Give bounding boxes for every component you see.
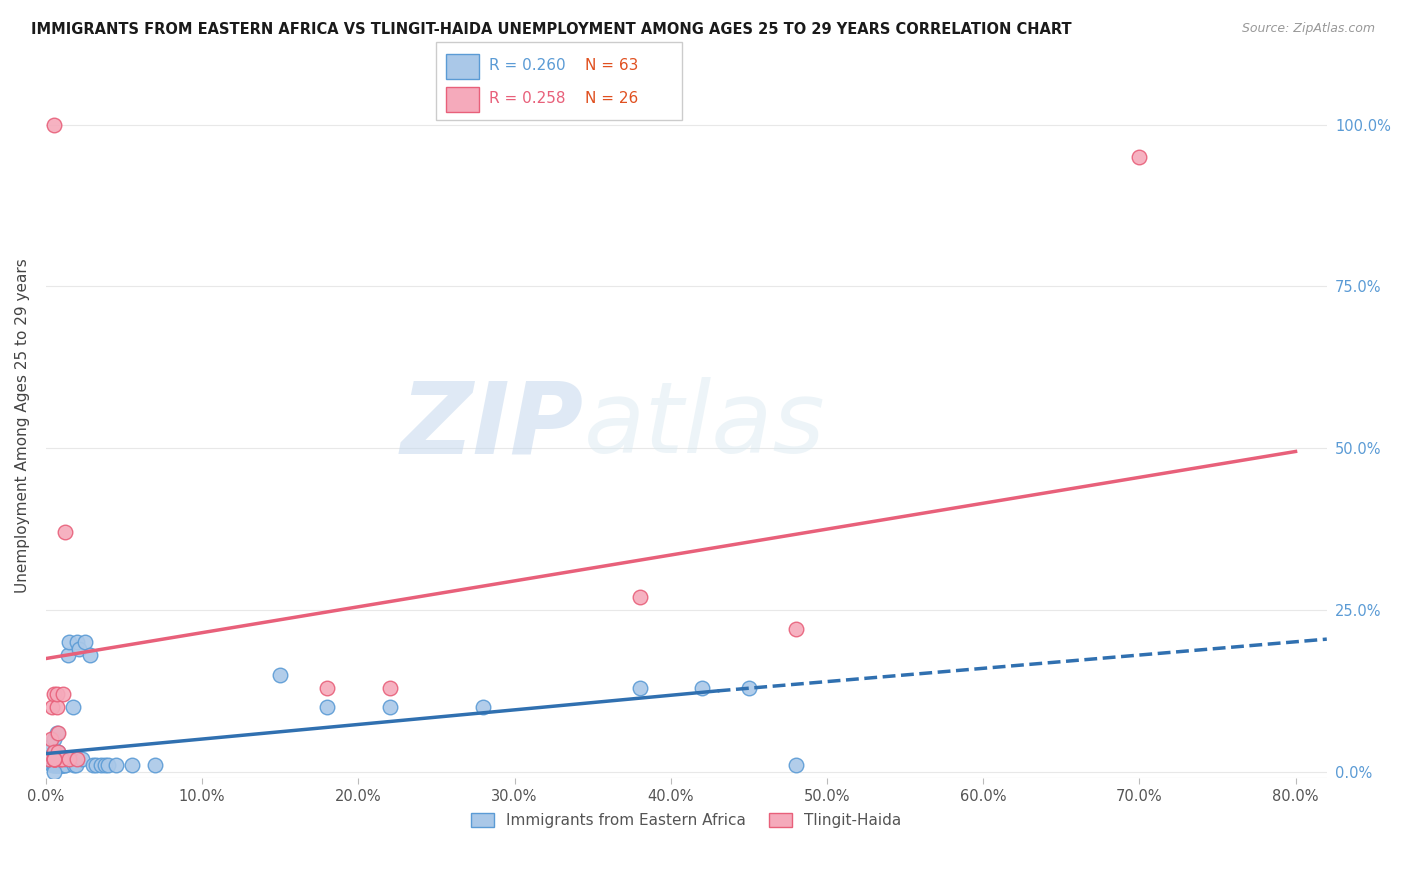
- Point: [49, 752, 72, 766]
- Point: [39, 739, 62, 753]
- Point: [51, 758, 73, 772]
- Point: [45, 752, 67, 766]
- Point: [56, 648, 79, 663]
- Point: [53, 758, 76, 772]
- Point: [1128, 150, 1150, 164]
- Point: [51, 758, 73, 772]
- Point: [42, 745, 65, 759]
- Point: [51, 752, 73, 766]
- Text: IMMIGRANTS FROM EASTERN AFRICA VS TLINGIT-HAIDA UNEMPLOYMENT AMONG AGES 25 TO 29: IMMIGRANTS FROM EASTERN AFRICA VS TLINGI…: [31, 22, 1071, 37]
- Point: [67, 641, 90, 656]
- Point: [82, 758, 104, 772]
- Point: [378, 681, 401, 695]
- Point: [45, 758, 67, 772]
- Point: [38, 752, 60, 766]
- Point: [48, 745, 70, 759]
- Point: [49, 758, 72, 772]
- Point: [45, 758, 67, 772]
- Point: [94, 758, 117, 772]
- Point: [41, 700, 63, 714]
- Point: [49, 758, 72, 772]
- Text: R = 0.260: R = 0.260: [489, 58, 565, 73]
- Point: [51, 752, 73, 766]
- Point: [49, 752, 72, 766]
- Point: [66, 635, 89, 649]
- Point: [79, 648, 101, 663]
- Point: [269, 667, 291, 681]
- Point: [53, 525, 76, 540]
- Point: [42, 752, 65, 766]
- Point: [42, 764, 65, 779]
- Text: atlas: atlas: [583, 377, 825, 475]
- Text: N = 26: N = 26: [585, 91, 638, 106]
- Y-axis label: Unemployment Among Ages 25 to 29 years: Unemployment Among Ages 25 to 29 years: [15, 258, 30, 593]
- Point: [45, 687, 67, 701]
- Point: [48, 745, 70, 759]
- Point: [39, 732, 62, 747]
- Point: [44, 752, 66, 766]
- Point: [44, 752, 66, 766]
- Point: [316, 681, 339, 695]
- Point: [44, 745, 66, 759]
- Point: [42, 758, 65, 772]
- Point: [42, 732, 65, 747]
- Point: [49, 758, 72, 772]
- Point: [97, 758, 120, 772]
- Point: [628, 590, 651, 604]
- Point: [105, 758, 128, 772]
- Text: N = 63: N = 63: [585, 58, 638, 73]
- Point: [66, 752, 89, 766]
- Point: [41, 752, 63, 766]
- Point: [90, 758, 112, 772]
- Point: [48, 752, 70, 766]
- Point: [52, 758, 75, 772]
- Point: [378, 700, 401, 714]
- Point: [628, 681, 651, 695]
- Point: [59, 752, 82, 766]
- Point: [53, 758, 76, 772]
- Point: [42, 752, 65, 766]
- Point: [44, 752, 66, 766]
- Point: [45, 700, 67, 714]
- Point: [42, 752, 65, 766]
- Point: [65, 758, 87, 772]
- Point: [45, 758, 67, 772]
- Text: ZIP: ZIP: [401, 377, 583, 475]
- Point: [42, 687, 65, 701]
- Point: [42, 758, 65, 772]
- Point: [48, 758, 70, 772]
- Point: [49, 752, 72, 766]
- Point: [58, 752, 80, 766]
- Point: [44, 758, 66, 772]
- Point: [51, 758, 73, 772]
- Point: [42, 752, 65, 766]
- Point: [63, 758, 86, 772]
- Point: [45, 726, 67, 740]
- Point: [690, 681, 713, 695]
- Point: [73, 635, 96, 649]
- Point: [84, 758, 107, 772]
- Text: R = 0.258: R = 0.258: [489, 91, 565, 106]
- Point: [121, 758, 143, 772]
- Point: [41, 758, 63, 772]
- Point: [38, 752, 60, 766]
- Point: [48, 726, 70, 740]
- Text: Source: ZipAtlas.com: Source: ZipAtlas.com: [1241, 22, 1375, 36]
- Point: [55, 752, 77, 766]
- Point: [785, 758, 807, 772]
- Point: [785, 623, 807, 637]
- Point: [738, 681, 761, 695]
- Point: [52, 752, 75, 766]
- Point: [143, 758, 166, 772]
- Point: [42, 745, 65, 759]
- Point: [62, 700, 84, 714]
- Point: [52, 687, 75, 701]
- Point: [48, 752, 70, 766]
- Legend: Immigrants from Eastern Africa, Tlingit-Haida: Immigrants from Eastern Africa, Tlingit-…: [465, 806, 908, 834]
- Point: [42, 118, 65, 132]
- Point: [472, 700, 495, 714]
- Point: [70, 752, 93, 766]
- Point: [316, 700, 339, 714]
- Point: [58, 635, 80, 649]
